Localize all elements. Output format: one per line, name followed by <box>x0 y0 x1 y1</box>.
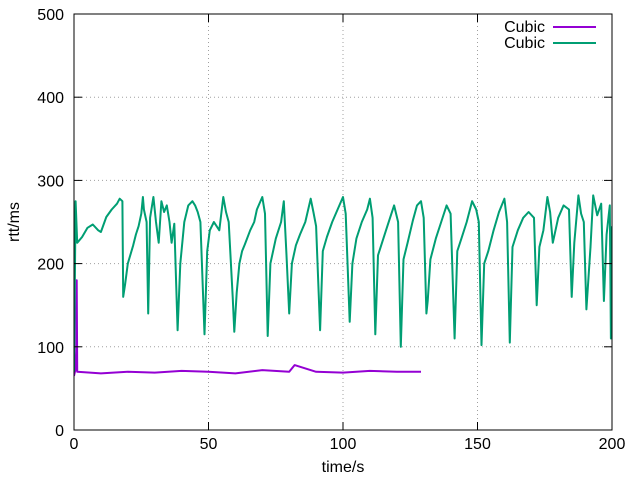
series-1-line <box>74 279 421 377</box>
series-2 <box>74 194 612 372</box>
y-tick-label: 400 <box>37 90 64 107</box>
series-layer <box>74 194 612 377</box>
x-tick-label: 100 <box>330 436 357 453</box>
y-tick-label: 100 <box>37 340 64 357</box>
legend-label: Cubic <box>504 19 545 36</box>
y-tick-label: 500 <box>37 7 64 24</box>
grid-lines <box>74 14 612 430</box>
y-tick-label: 0 <box>55 423 64 440</box>
x-tick-label: 150 <box>464 436 491 453</box>
axis-ticks: 0 50 100 150 200 0 100 200 300 400 500 <box>37 7 625 453</box>
series-2-line <box>74 194 612 372</box>
x-tick-label: 0 <box>70 436 79 453</box>
x-axis-label: time/s <box>322 459 365 476</box>
y-tick-label: 200 <box>37 257 64 274</box>
x-tick-label: 200 <box>599 436 626 453</box>
y-axis-label: rtt/ms <box>6 202 23 242</box>
y-tick-label: 300 <box>37 173 64 190</box>
legend-label: Cubic <box>504 35 545 52</box>
x-tick-label: 50 <box>200 436 218 453</box>
series-1 <box>74 279 421 377</box>
